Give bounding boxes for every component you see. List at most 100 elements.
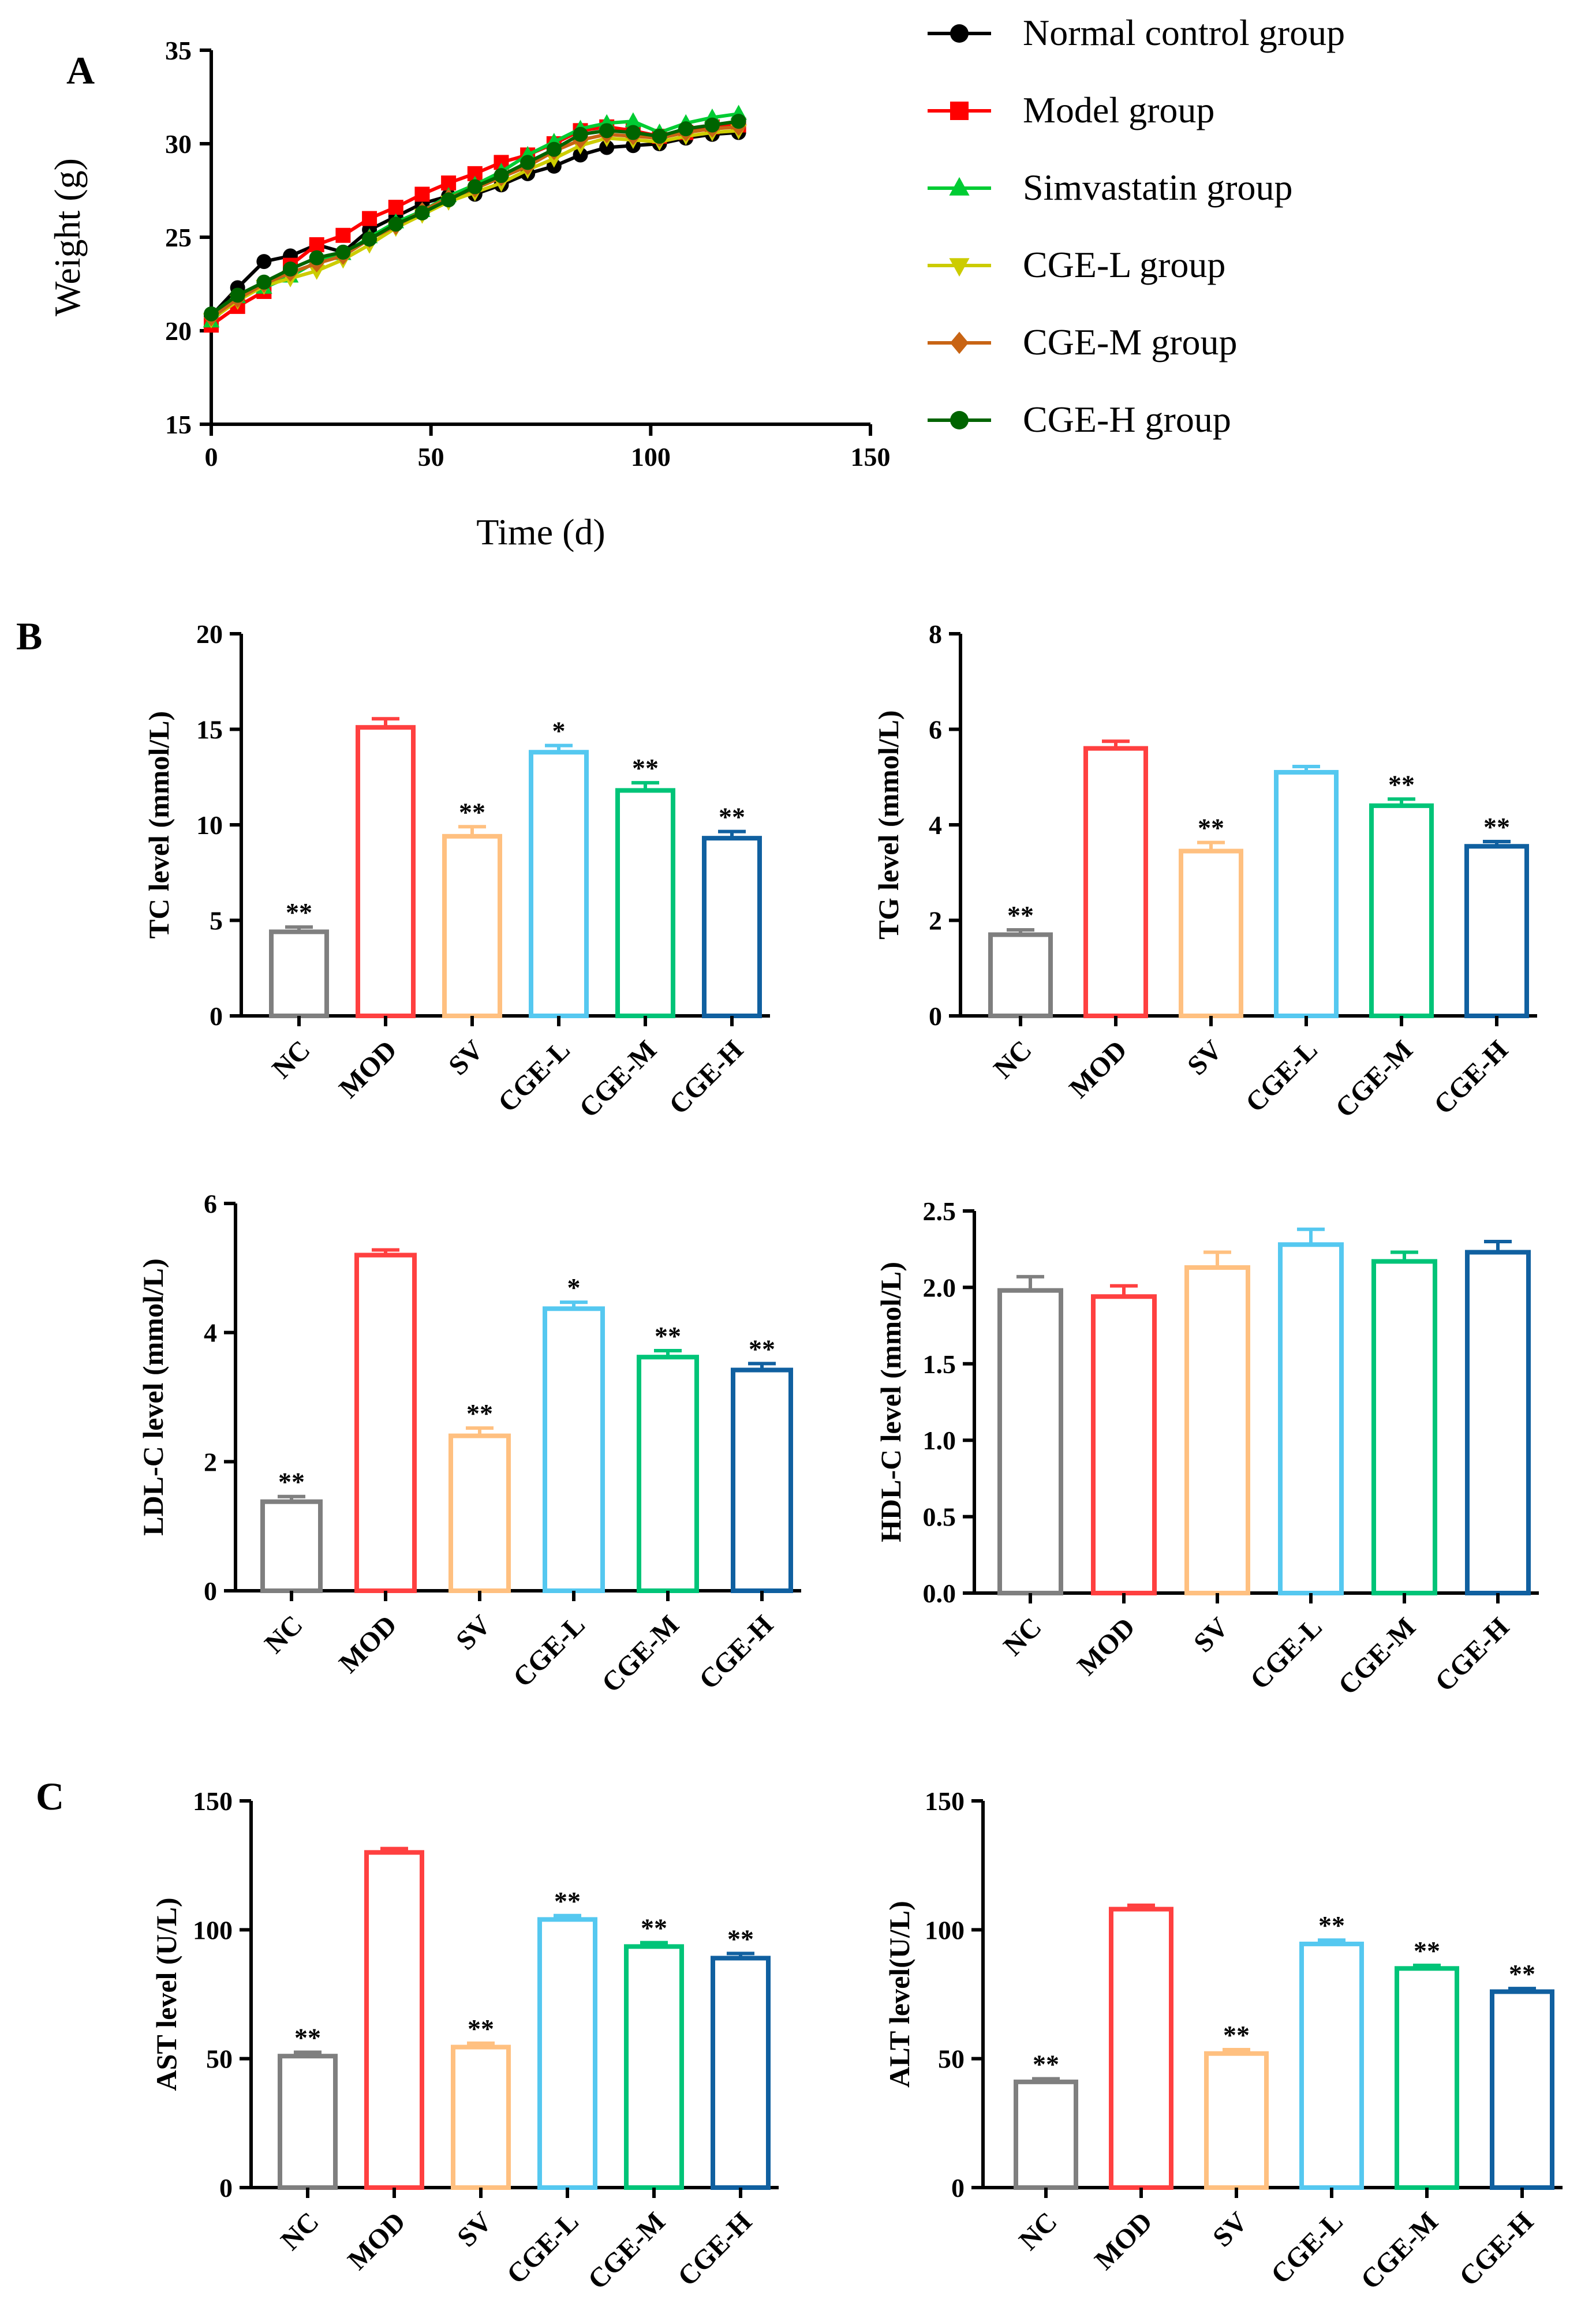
data-point [520,155,536,170]
bar [543,1306,605,1593]
bar [1299,1941,1364,2190]
data-point [362,211,377,226]
data-point [414,186,430,202]
bar-chart-b3: 0 2 4 6 LDL-C level (mmol/L) ** NC MOD ** SV * CGE-… [137,1189,801,1699]
significance-label: ** [554,1886,581,1916]
y-tick-label: 100 [925,1915,965,1945]
x-tick-label: NC [988,1034,1037,1084]
significance-label: ** [1007,900,1034,930]
x-tick-label: SV [1207,2206,1254,2253]
significance-label: * [552,716,566,746]
bar [354,1253,417,1593]
legend-marker [950,411,969,429]
weight-line-chart: 15 20 25 30 35 0 50 100 150 Time (d) Weight (g) Nor… [47,12,1345,552]
x-tick-label: CGE-H [663,1034,749,1120]
legend-label: Normal control group [1023,12,1345,53]
y-tick-label: 20 [165,316,192,346]
y-axis-title: AST level (U/L) [150,1897,182,2091]
series-line [210,130,739,317]
bar-chart-c1: 0 50 100 150 AST level (U/L) ** NC MOD ** SV ** CGE… [150,1786,779,2296]
x-tick-label: MOD [1071,1612,1141,1681]
x-tick-label: NC [259,1609,308,1659]
significance-label: ** [1223,2020,1250,2050]
data-point [283,261,298,277]
data-point [388,200,403,215]
x-tick-label: CGE-L [501,2206,585,2290]
legend-label: CGE-M group [1023,322,1238,362]
data-point [731,114,746,129]
bar [997,1288,1063,1596]
y-tick-label: 100 [193,1915,233,1945]
significance-label: ** [1198,813,1224,843]
y-axis-title: LDL-C level (mmol/L) [137,1258,169,1535]
bar [1278,1242,1344,1596]
legend-marker [950,331,969,354]
x-tick-label: 50 [418,442,444,472]
bar [731,1367,793,1594]
legend-marker [949,258,970,277]
x-tick-label: 150 [851,442,891,472]
series-line [210,125,739,319]
x-tick-label: CGE-M [582,2206,671,2295]
x-tick-label: 100 [631,442,671,472]
data-point [362,231,377,247]
data-point [256,254,272,270]
x-tick-label: MOD [1063,1034,1132,1104]
bar [1274,769,1339,1018]
x-tick-label: NC [1013,2206,1063,2256]
x-tick-label: NC [275,2206,324,2256]
bar [364,1850,424,2190]
data-point [625,125,641,140]
bar [1109,1906,1173,2190]
y-axis-title: HDL-C level (mmol/L) [874,1262,907,1542]
significance-label: ** [1483,812,1510,842]
bar-chart-b2: 0 2 4 6 8 TG level (mmol/L) ** NC MOD ** SV CGE-L **… [872,619,1537,1124]
x-tick-label: MOD [1089,2206,1158,2275]
data-point [414,205,430,220]
bar [1083,746,1148,1018]
y-tick-label: 4 [204,1318,217,1348]
y-tick-label: 150 [925,1786,965,1816]
x-tick-label: SV [450,1609,497,1656]
data-point [467,179,483,195]
x-tick-label: CGE-L [1240,1034,1324,1118]
x-tick-label: MOD [333,1609,402,1679]
x-tick-label: CGE-H [1429,1612,1515,1698]
x-tick-label: MOD [342,2206,411,2275]
bar-chart-c2: 0 50 100 150 ALT level(U/L) ** NC MOD ** SV ** CGE-… [883,1786,1563,2296]
bar [1179,848,1243,1018]
bar [451,2044,511,2190]
y-tick-label: 0 [210,1001,223,1031]
panel-label-a: A [66,48,95,92]
y-tick-label: 2.0 [923,1273,956,1302]
y-tick-label: 8 [929,619,942,649]
data-point [599,140,615,155]
bar [615,788,675,1019]
legend-marker [950,102,969,120]
bar [624,1944,684,2190]
bar [1464,844,1529,1019]
data-point [573,126,588,142]
y-tick-label: 5 [210,906,223,936]
significance-label: ** [1509,1959,1535,1988]
y-tick-label: 1.0 [923,1426,956,1455]
y-tick-label: 20 [196,619,223,649]
y-axis-title: TG level (mmol/L) [872,710,904,939]
y-axis-title: TC level (mmol/L) [143,711,175,939]
significance-label: ** [632,753,659,783]
data-point [335,244,351,260]
legend-marker [949,177,970,196]
bar-chart-b1: 0 5 10 15 20 TC level (mmol/L) ** NC MOD ** SV * CGE… [143,619,770,1124]
bar [1184,1265,1250,1596]
x-tick-label: CGE-H [1453,2206,1539,2292]
significance-label: ** [468,2014,494,2043]
significance-label: ** [727,1924,754,1953]
legend-label: Simvastatin group [1023,167,1293,208]
data-point [599,123,615,139]
x-tick-label: SV [451,2206,498,2253]
data-point [230,287,245,303]
significance-label: ** [1388,769,1415,799]
y-tick-label: 2.5 [923,1197,956,1226]
x-tick-label: CGE-L [507,1609,591,1693]
